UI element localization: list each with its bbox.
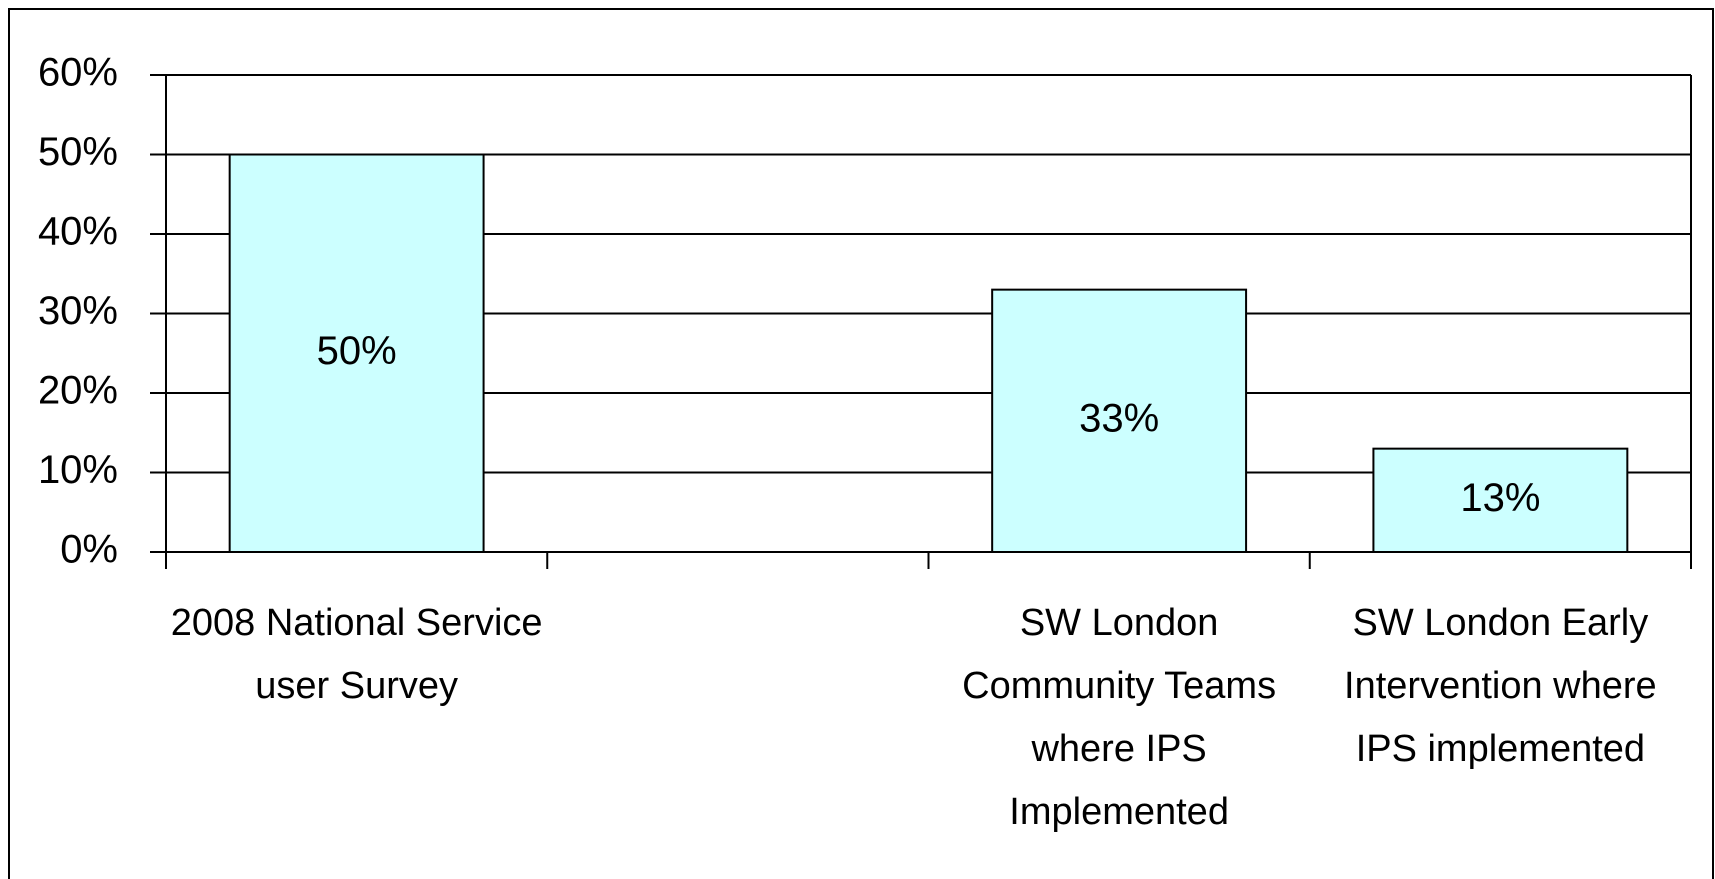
y-tick-label: 20% — [38, 369, 118, 413]
bar — [228, 153, 485, 553]
y-tick-label: 60% — [38, 51, 118, 95]
data-label: 50% — [317, 329, 397, 373]
y-tick-label: 0% — [60, 528, 118, 572]
bar — [991, 288, 1248, 553]
chart-frame — [8, 8, 1714, 879]
y-tick-label: 50% — [38, 130, 118, 174]
data-label: 13% — [1460, 476, 1540, 520]
data-label: 33% — [1079, 396, 1159, 440]
y-tick-label: 40% — [38, 210, 118, 254]
x-tick-label: 2008 National Service user Survey — [170, 602, 543, 707]
y-tick-label: 30% — [38, 289, 118, 333]
y-tick-label: 10% — [38, 448, 118, 492]
x-tick-label: SW London Community Teams where IPS Impl… — [962, 602, 1277, 833]
x-tick-label: SW London Early Intervention where IPS i… — [1344, 602, 1657, 770]
bar — [1372, 447, 1629, 553]
